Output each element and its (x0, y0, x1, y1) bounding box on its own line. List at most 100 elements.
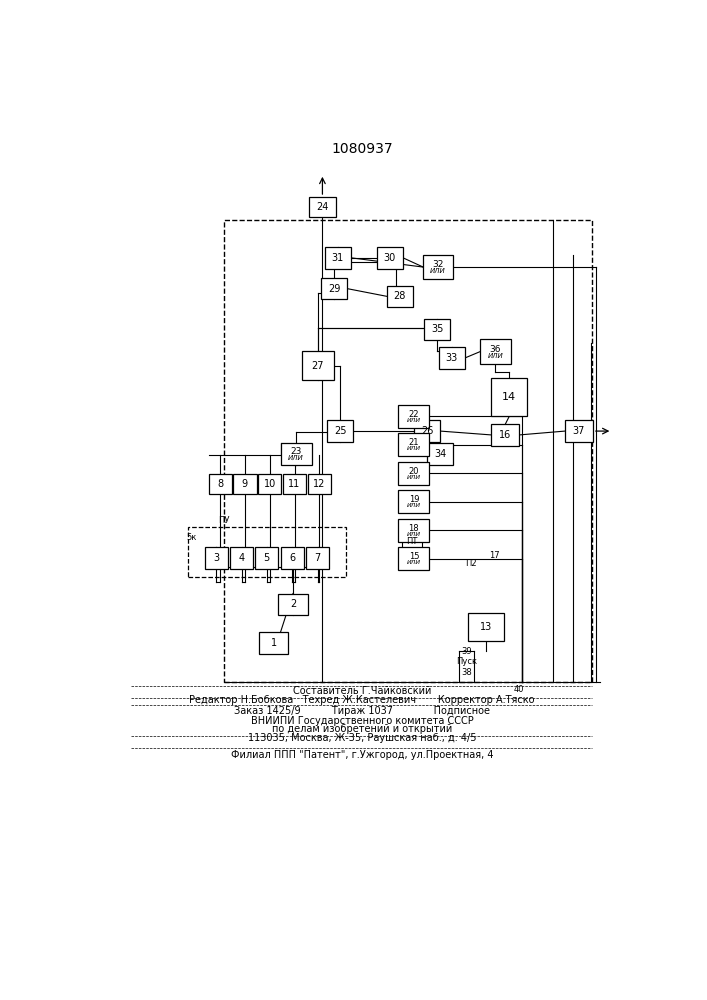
Text: ИЛИ: ИЛИ (407, 418, 421, 423)
Bar (259, 632, 288, 654)
Bar (414, 420, 440, 442)
Text: 5: 5 (264, 553, 270, 563)
Text: 21: 21 (409, 438, 419, 447)
Text: 22: 22 (409, 410, 419, 419)
Bar (327, 420, 354, 442)
Text: ИЛИ: ИЛИ (430, 268, 446, 274)
Text: Пуск: Пуск (456, 657, 477, 666)
Text: 16: 16 (499, 430, 511, 440)
Bar (321, 278, 347, 299)
Bar (233, 474, 257, 494)
Bar (424, 319, 450, 340)
Text: 15: 15 (409, 552, 419, 561)
Text: 29: 29 (328, 284, 340, 294)
Text: 7: 7 (315, 553, 321, 563)
Text: 31: 31 (332, 253, 344, 263)
Text: 1080937: 1080937 (331, 142, 393, 156)
Text: по делам изобретений и открытий: по делам изобретений и открытий (271, 724, 452, 734)
Text: Редактор Н.Бобкова   Техред Ж.Кастелевич       Корректор А.Тяско: Редактор Н.Бобкова Техред Ж.Кастелевич К… (189, 695, 534, 705)
Text: 38: 38 (461, 668, 472, 677)
Text: ИЛИ: ИЛИ (407, 475, 421, 480)
Text: Филиал ППП "Патент", г.Ужгород, ул.Проектная, 4: Филиал ППП "Патент", г.Ужгород, ул.Проек… (230, 750, 493, 760)
Text: 24: 24 (316, 202, 329, 212)
Bar (427, 443, 453, 465)
Text: Заказ 1425/9          Тираж 1037             Подписное: Заказ 1425/9 Тираж 1037 Подписное (234, 706, 490, 716)
Bar (398, 433, 429, 456)
Text: 23: 23 (291, 447, 302, 456)
Text: ИЛИ: ИЛИ (407, 532, 421, 537)
Text: 20: 20 (409, 467, 419, 476)
Text: 28: 28 (394, 291, 406, 301)
Text: 12: 12 (313, 479, 325, 489)
Text: 27: 27 (312, 361, 324, 371)
Bar (255, 547, 279, 569)
Bar (491, 424, 519, 446)
Text: П2: П2 (465, 559, 477, 568)
Text: 6: 6 (289, 553, 296, 563)
Bar (258, 474, 281, 494)
Bar (398, 519, 429, 542)
Bar (283, 474, 306, 494)
Text: ПТ: ПТ (406, 537, 417, 546)
Text: 30: 30 (384, 253, 396, 263)
Text: 36: 36 (489, 345, 501, 354)
Text: Составитель Г.Чайковский: Составитель Г.Чайковский (293, 686, 431, 696)
Bar (423, 255, 452, 279)
Text: ВНИИПИ Государственного комитета СССР: ВНИИПИ Государственного комитета СССР (250, 716, 473, 726)
Text: 18: 18 (409, 524, 419, 533)
Text: 2: 2 (290, 599, 296, 609)
Text: 39: 39 (461, 647, 472, 656)
Text: 10: 10 (264, 479, 276, 489)
Text: 3: 3 (214, 553, 219, 563)
Bar (306, 547, 329, 569)
Bar (387, 286, 413, 307)
Bar (438, 347, 465, 369)
Bar (187, 527, 346, 577)
Text: 9: 9 (242, 479, 248, 489)
Bar (281, 443, 312, 465)
Bar (309, 197, 336, 217)
Text: ИЛИ: ИЛИ (407, 446, 421, 451)
Bar (377, 247, 403, 269)
Text: ПУ: ПУ (218, 516, 230, 525)
Bar (281, 547, 304, 569)
Bar (308, 474, 331, 494)
Text: 113035, Москва, Ж-35, Раушская наб., д. 4/5: 113035, Москва, Ж-35, Раушская наб., д. … (247, 733, 477, 743)
Text: 25: 25 (334, 426, 346, 436)
Bar (468, 613, 504, 641)
Text: 40: 40 (513, 685, 524, 694)
Bar (301, 351, 334, 380)
Bar (480, 339, 510, 364)
Text: 13: 13 (480, 622, 492, 632)
Bar (491, 378, 527, 416)
Text: 11: 11 (288, 479, 300, 489)
Text: 34: 34 (434, 449, 446, 459)
Text: 37: 37 (573, 426, 585, 436)
Bar (209, 474, 232, 494)
Text: 14: 14 (502, 392, 516, 402)
Text: 1: 1 (271, 638, 276, 648)
Text: ИЛИ: ИЛИ (407, 560, 421, 565)
Bar (279, 594, 308, 615)
Text: 32: 32 (432, 260, 443, 269)
Bar (398, 490, 429, 513)
Text: 4: 4 (239, 553, 245, 563)
Text: ИЛИ: ИЛИ (487, 353, 503, 359)
Bar (565, 420, 593, 442)
Text: 17: 17 (489, 551, 500, 560)
Bar (230, 547, 253, 569)
Text: 8: 8 (217, 479, 223, 489)
Text: ИЛИ: ИЛИ (288, 455, 304, 461)
Text: 5к: 5к (186, 533, 197, 542)
Text: 19: 19 (409, 495, 419, 504)
Text: 35: 35 (431, 324, 443, 334)
Text: 26: 26 (421, 426, 433, 436)
Text: ИЛИ: ИЛИ (407, 503, 421, 508)
Bar (398, 547, 429, 570)
Bar (224, 220, 592, 682)
Bar (398, 405, 429, 428)
Bar (398, 462, 429, 485)
Bar (204, 547, 228, 569)
Text: 33: 33 (445, 353, 458, 363)
Bar (325, 247, 351, 269)
